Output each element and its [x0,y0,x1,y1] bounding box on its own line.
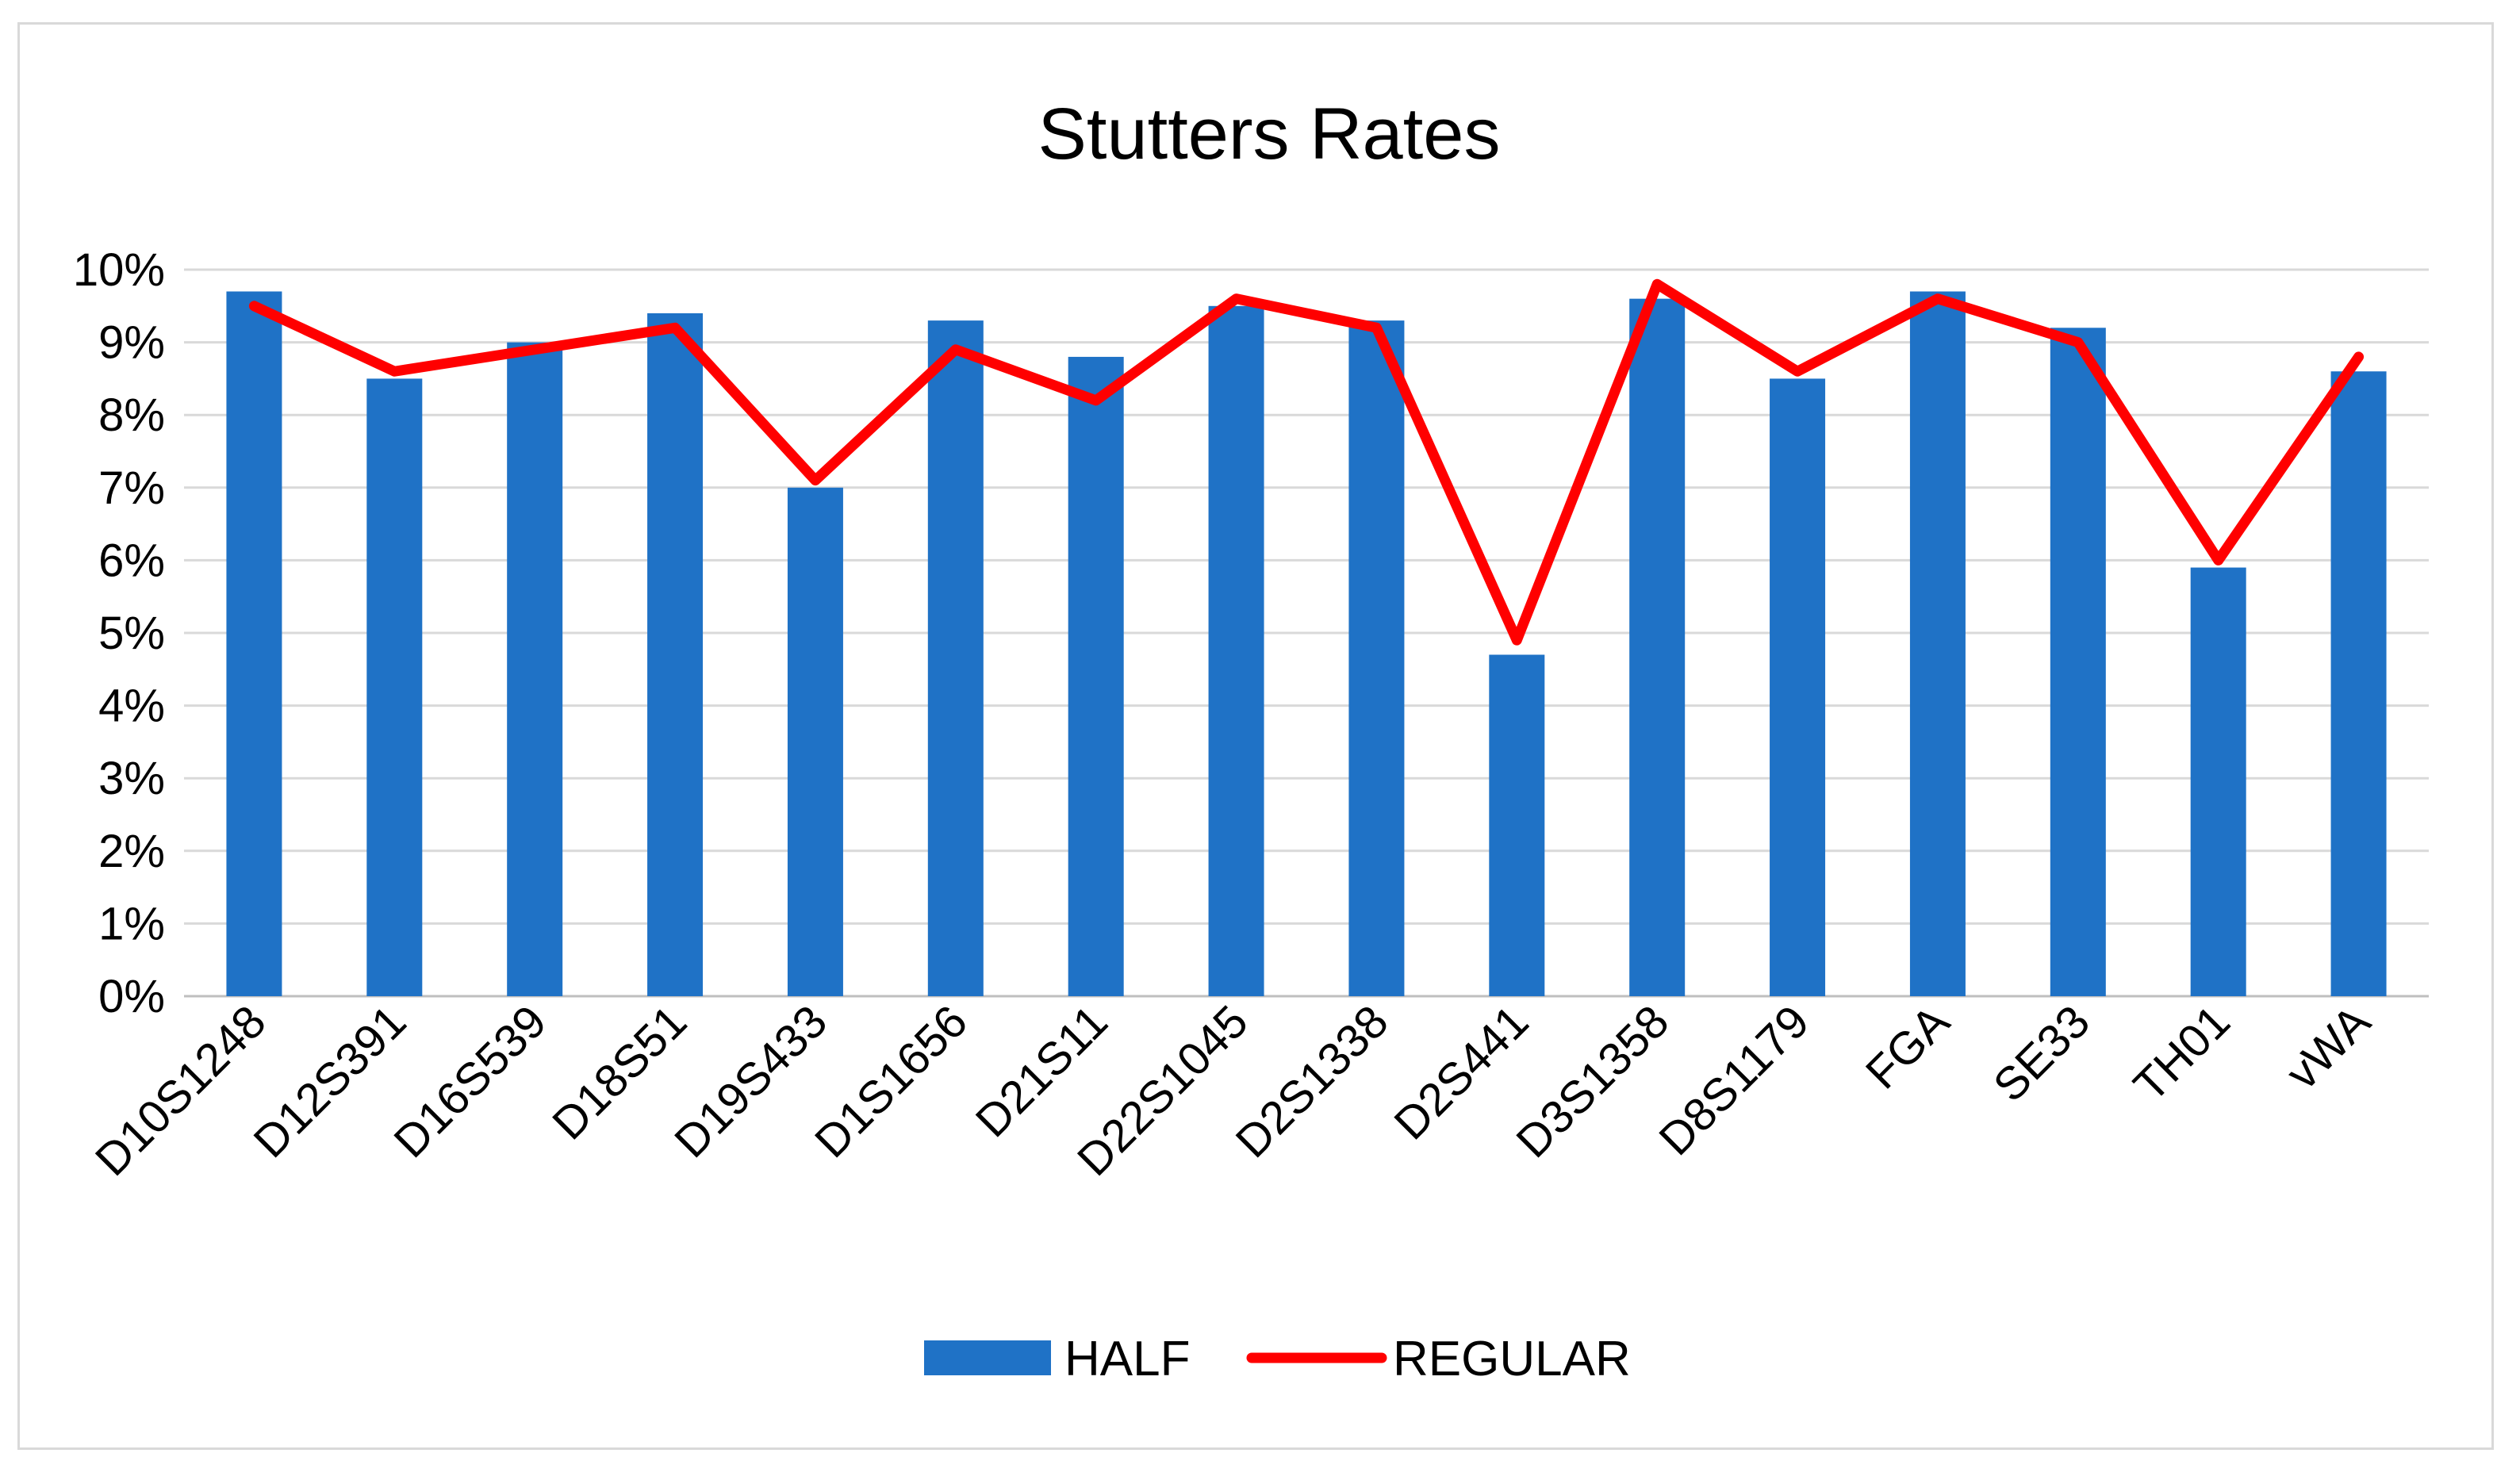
line-point-regular [1937,298,1939,300]
bar-half [1629,298,1686,996]
line-point-regular [1656,283,1658,285]
legend: HALF REGULAR [924,1332,1631,1386]
line-point-regular [1095,400,1097,401]
x-axis-ticks: D10S1248D12S391D16S539D18S51D19S433D1S16… [86,995,2380,1186]
line-point-regular [393,370,395,372]
x-tick-label: D10S1248 [86,995,276,1186]
line-point-regular [1516,639,1517,641]
x-tick-label: vWA [2276,995,2380,1099]
bar-half [226,291,282,997]
legend-swatch-half [924,1340,1051,1375]
bar-half [647,312,704,997]
line-regular [248,278,2365,646]
line-point-regular [2358,356,2360,358]
y-tick-label: 5% [98,608,165,659]
y-tick-label: 7% [98,462,165,514]
bar-half [1909,291,1966,997]
bar-half [1489,654,1545,996]
bar-half [2050,328,2106,996]
y-tick-label: 10% [73,244,165,296]
chart-title: Stutters Rates [1038,94,1501,174]
line-point-regular [1375,327,1377,328]
bar-half [2330,371,2387,996]
y-tick-label: 8% [98,389,165,441]
line-point-regular [253,305,255,307]
bar-half [507,342,563,997]
bar-half [366,378,423,996]
series-line-regular [248,278,2365,646]
bar-half [2190,567,2246,996]
y-tick-label: 1% [98,898,165,949]
line-point-regular [674,327,676,328]
line-point-regular [1797,370,1798,372]
line-point-regular [955,349,957,351]
line-point-regular [2218,559,2219,561]
x-tick-label: D8S1179 [1649,995,1819,1165]
legend-label-regular: REGULAR [1393,1332,1631,1386]
bar-half [1068,356,1124,996]
y-tick-label: 3% [98,753,165,804]
line-point-regular [2077,342,2079,343]
line-point-regular [534,349,535,351]
y-axis-ticks: 0% 1% 2% 3% 4% 5% 6% 7% 8% 9% 10% [73,244,165,1022]
y-tick-label: 9% [98,317,165,369]
y-tick-label: 2% [98,826,165,877]
line-point-regular [1236,298,1237,300]
x-tick-label: FGA [1856,995,1959,1098]
bar-half [1208,305,1264,996]
legend-label-half: HALF [1064,1332,1190,1386]
x-tick-label: TH01 [2124,995,2240,1111]
x-tick-label: D1S1656 [805,995,977,1168]
line-point-regular [815,480,816,481]
x-tick-label: D12S391 [244,995,416,1168]
y-tick-label: 6% [98,535,165,586]
x-tick-label: D3S1358 [1506,995,1678,1168]
x-tick-label: D19S433 [665,995,837,1168]
bar-half [1348,320,1405,996]
bar-half [927,320,984,996]
bars-half [226,291,2387,997]
x-tick-label: D16S539 [384,995,556,1168]
x-tick-label: SE33 [1984,995,2100,1111]
y-tick-label: 4% [98,681,165,732]
x-tick-label: D2S1338 [1226,995,1398,1168]
bar-half [787,487,843,996]
y-tick-label: 0% [98,971,165,1022]
bar-half [1770,378,1826,996]
